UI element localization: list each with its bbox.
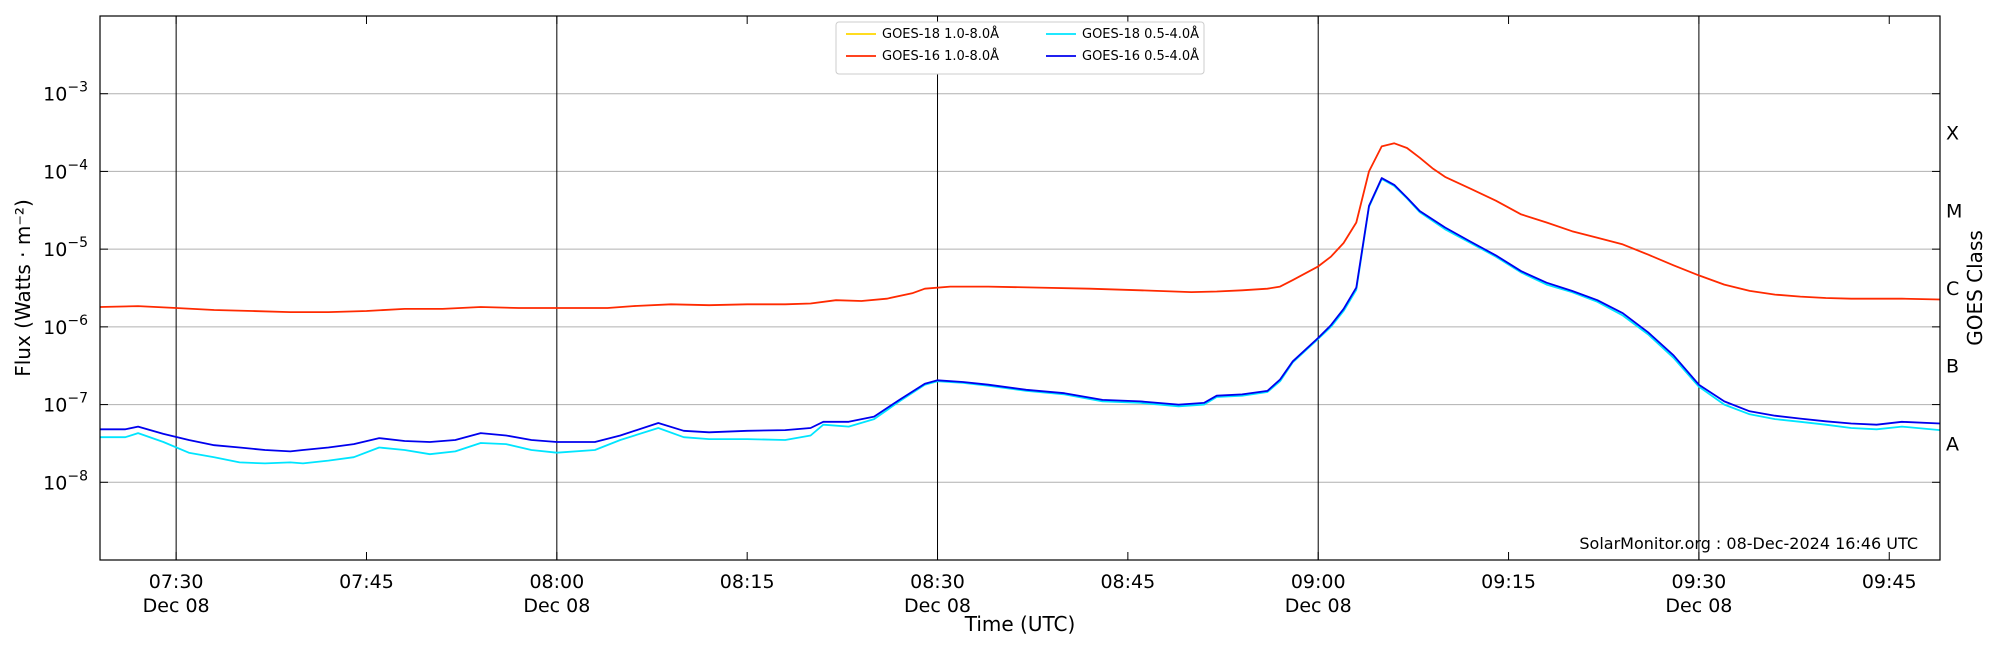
- y-tick-label: 10−4: [43, 157, 88, 183]
- legend: GOES-18 1.0-8.0Å GOES-16 1.0-8.0Å GOES-18 …: [835, 21, 1205, 75]
- x-tick-sublabel: Dec 08: [1285, 595, 1352, 617]
- goes-class-label: X: [1946, 123, 1959, 145]
- x-tick-label: 08:00: [529, 571, 584, 593]
- x-tick-sublabel: Dec 08: [143, 595, 210, 617]
- x-tick-sublabel: Dec 08: [904, 595, 971, 617]
- x-tick-label: 07:30: [149, 571, 204, 593]
- series-group: [99, 142, 1941, 465]
- goes-class-label: C: [1946, 278, 1959, 300]
- x-tick-sublabel: Dec 08: [1665, 595, 1732, 617]
- y-axis-title: Flux (Watts · m⁻²): [11, 199, 35, 377]
- day-separator-lines: [175, 16, 1700, 560]
- x-tick-label: 09:30: [1672, 571, 1727, 593]
- credit-text: SolarMonitor.org : 08-Dec-2024 16:46 UTC: [1579, 534, 1918, 553]
- x-tick-label: 08:45: [1100, 571, 1155, 593]
- legend-label: GOES-18 0.5-4.0Å: [1082, 26, 1199, 42]
- plot-frame: [99, 15, 1941, 561]
- y-tick-label: 10−8: [43, 468, 88, 494]
- grid-lines: [100, 93, 1940, 483]
- right-axis-title: GOES Class: [1963, 230, 1987, 346]
- x-tick-label: 07:45: [339, 571, 394, 593]
- legend-label: GOES-16 1.0-8.0Å: [882, 48, 999, 64]
- x-tick-sublabel: Dec 08: [523, 595, 590, 617]
- y-tick-label: 10−6: [43, 313, 88, 339]
- y-tick-label: 10−7: [43, 391, 88, 417]
- goes-class-labels: A B C M X: [1946, 123, 1962, 456]
- x-tick-label: 08:30: [910, 571, 965, 593]
- y-tick-label: 10−3: [43, 80, 88, 106]
- y-tick-label: 10−5: [43, 235, 88, 261]
- goes-class-label: B: [1946, 356, 1959, 378]
- x-tick-label: 09:15: [1481, 571, 1536, 593]
- legend-label: GOES-16 0.5-4.0Å: [1082, 48, 1199, 64]
- series-line-3: [100, 178, 1941, 465]
- series-line-2: [99, 142, 1941, 314]
- goes-class-label: M: [1946, 200, 1962, 222]
- x-tick-label: 09:00: [1291, 571, 1346, 593]
- y-axis-ticks: 10−8 10−7 10−6 10−5 10−4 10−3: [43, 80, 1940, 494]
- x-axis-title: Time (UTC): [964, 612, 1076, 636]
- x-tick-label: 08:15: [720, 571, 775, 593]
- legend-box: [835, 21, 1205, 75]
- legend-label: GOES-18 1.0-8.0Å: [882, 26, 999, 42]
- goes-class-label: A: [1946, 433, 1959, 455]
- x-tick-label: 09:45: [1862, 571, 1917, 593]
- series-line-4: [100, 177, 1941, 453]
